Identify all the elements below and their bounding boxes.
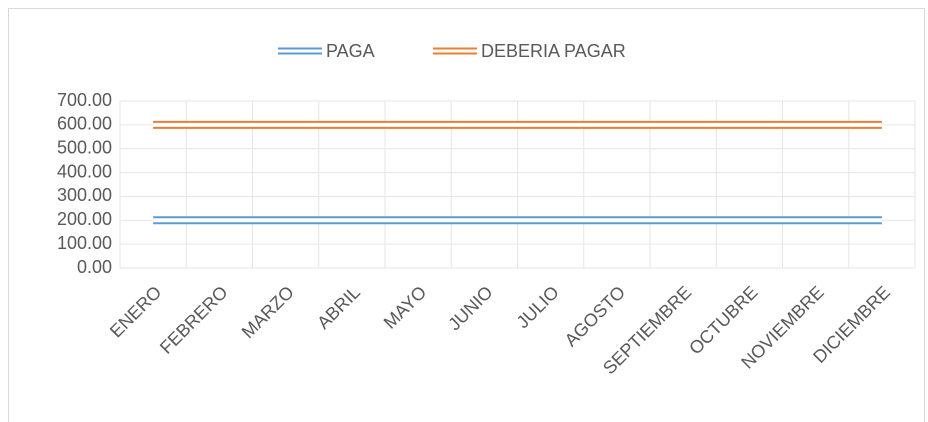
y-tick-label: 0.00	[77, 257, 112, 277]
y-tick-label: 200.00	[57, 209, 112, 229]
y-tick-label: 600.00	[57, 114, 112, 134]
y-tick-label: 400.00	[57, 161, 112, 181]
chart-frame	[8, 8, 925, 422]
y-tick-label: 300.00	[57, 185, 112, 205]
y-tick-label: 100.00	[57, 233, 112, 253]
y-tick-label: 700.00	[57, 90, 112, 110]
y-tick-label: 500.00	[57, 137, 112, 157]
legend-label: DEBERIA PAGAR	[481, 41, 626, 61]
legend-label: PAGA	[326, 41, 375, 61]
